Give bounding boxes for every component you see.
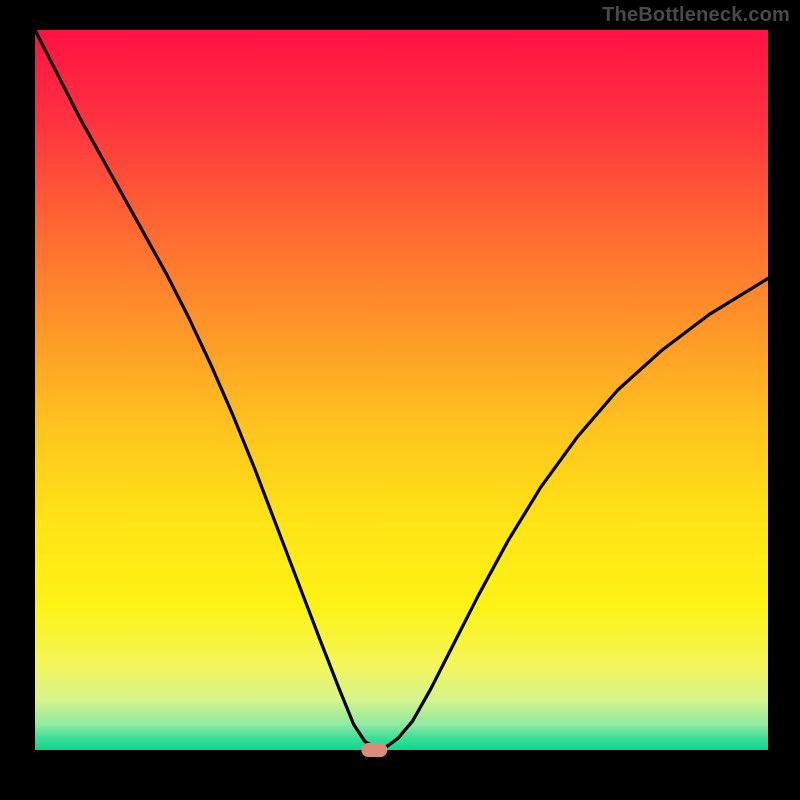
chart-stage: TheBottleneck.com: [0, 0, 800, 800]
plot-area: [35, 30, 768, 750]
optimum-marker: [361, 743, 387, 757]
watermark-label: TheBottleneck.com: [602, 4, 790, 27]
bottleneck-chart: [0, 0, 800, 800]
